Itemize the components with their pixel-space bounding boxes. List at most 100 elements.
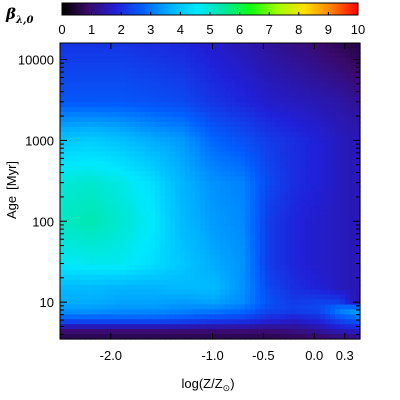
heatmap-cell xyxy=(325,329,331,335)
heatmap-cell xyxy=(185,43,191,49)
heatmap-cell xyxy=(190,200,196,207)
heatmap-cell xyxy=(90,329,96,335)
heatmap-cell xyxy=(345,304,351,310)
heatmap-cell xyxy=(65,151,71,158)
heatmap-cell xyxy=(240,126,246,133)
heatmap-cell xyxy=(355,82,361,88)
heatmap-cell xyxy=(145,92,151,98)
heatmap-cell xyxy=(250,191,256,197)
heatmap-cell xyxy=(75,47,81,54)
heatmap-cell xyxy=(135,107,141,113)
heatmap-cell xyxy=(305,215,311,222)
heatmap-cell xyxy=(200,191,206,197)
heatmap-cell xyxy=(340,151,346,158)
heatmap-cell xyxy=(70,136,76,143)
heatmap-cell xyxy=(325,324,331,330)
heatmap-cell xyxy=(330,136,336,143)
heatmap-cell xyxy=(270,255,276,261)
heatmap-cell xyxy=(120,235,126,241)
heatmap-cell xyxy=(255,284,261,291)
heatmap-cell xyxy=(225,205,231,212)
heatmap-cell xyxy=(155,304,161,310)
heatmap-cell xyxy=(130,97,136,103)
heatmap-cell xyxy=(280,205,286,212)
heatmap-cell xyxy=(105,121,111,128)
heatmap-cell xyxy=(285,107,291,113)
heatmap-cell xyxy=(90,136,96,143)
heatmap-cell xyxy=(205,57,211,64)
heatmap-cell xyxy=(265,47,271,54)
heatmap-cell xyxy=(140,200,146,207)
heatmap-cell xyxy=(155,156,161,162)
heatmap-cell xyxy=(195,235,201,241)
heatmap-cell xyxy=(90,97,96,103)
heatmap-cell xyxy=(90,255,96,261)
heatmap-cell xyxy=(170,112,176,118)
heatmap-cell xyxy=(125,205,131,212)
heatmap-cell xyxy=(100,245,106,251)
heatmap-cell xyxy=(340,324,346,330)
heatmap-cell xyxy=(125,47,131,54)
heatmap-cell xyxy=(175,225,181,232)
heatmap-cell xyxy=(260,112,266,118)
heatmap-cell xyxy=(80,230,86,236)
heatmap-cell xyxy=(165,62,171,69)
heatmap-cell xyxy=(285,57,291,64)
heatmap-cell xyxy=(245,314,251,320)
heatmap-cell xyxy=(250,43,256,49)
heatmap-cell xyxy=(230,265,236,271)
heatmap-cell xyxy=(225,250,231,256)
heatmap-cell xyxy=(65,260,71,266)
heatmap-cell xyxy=(325,210,331,217)
heatmap-cell xyxy=(320,107,326,113)
heatmap-cell xyxy=(295,299,301,306)
heatmap-cell xyxy=(225,289,231,296)
heatmap-cell xyxy=(110,97,116,103)
heatmap-cell xyxy=(60,121,66,128)
heatmap-cell xyxy=(185,255,191,261)
heatmap-cell xyxy=(325,141,331,148)
heatmap-cell xyxy=(340,121,346,128)
heatmap-cell xyxy=(65,67,71,74)
heatmap-cell xyxy=(355,260,361,266)
heatmap-cell xyxy=(305,77,311,84)
heatmap-cell xyxy=(305,131,311,138)
heatmap-cell xyxy=(150,289,156,296)
heatmap-cell xyxy=(100,126,106,133)
heatmap-cell xyxy=(105,334,111,340)
heatmap-cell xyxy=(105,225,111,232)
heatmap-cell xyxy=(105,299,111,306)
heatmap-cell xyxy=(225,210,231,217)
heatmap-cell xyxy=(190,230,196,236)
heatmap-cell xyxy=(350,265,356,271)
heatmap-cell xyxy=(160,82,166,88)
heatmap-cell xyxy=(355,200,361,207)
heatmap-cell xyxy=(155,195,161,202)
heatmap-cell xyxy=(60,220,66,227)
heatmap-cell xyxy=(195,304,201,310)
heatmap-cell xyxy=(70,102,76,108)
heatmap-cell xyxy=(165,97,171,103)
heatmap-cell xyxy=(255,289,261,296)
heatmap-cell xyxy=(220,47,226,54)
heatmap-cell xyxy=(85,146,91,153)
heatmap-cell xyxy=(340,87,346,93)
heatmap-cell xyxy=(110,161,116,167)
heatmap-cell xyxy=(115,77,121,84)
heatmap-cell xyxy=(220,166,226,172)
heatmap-cell xyxy=(125,107,131,113)
heatmap-cell xyxy=(245,200,251,207)
heatmap-cell xyxy=(165,141,171,148)
heatmap-cell xyxy=(80,324,86,330)
heatmap-cell xyxy=(225,166,231,172)
heatmap-cell xyxy=(255,274,261,281)
heatmap-cell xyxy=(75,309,81,315)
heatmap-cell xyxy=(110,324,116,330)
heatmap-cell xyxy=(175,255,181,261)
heatmap-cell xyxy=(160,47,166,54)
heatmap-cell xyxy=(100,77,106,84)
heatmap-cell xyxy=(285,314,291,320)
heatmap-cell xyxy=(225,299,231,306)
heatmap-cell xyxy=(145,240,151,246)
